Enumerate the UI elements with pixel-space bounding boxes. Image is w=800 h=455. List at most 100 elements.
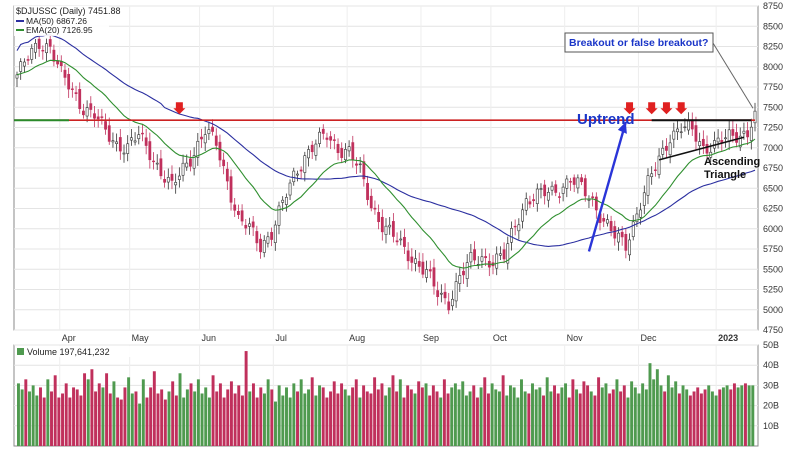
- x-tick-label: Sep: [423, 333, 439, 343]
- candle-body: [366, 182, 369, 200]
- volume-bar: [420, 387, 424, 446]
- volume-bar: [663, 391, 667, 446]
- x-tick-label: Aug: [349, 333, 365, 343]
- price-tick-label: 8500: [763, 21, 783, 31]
- price-tick-label: 8250: [763, 42, 783, 52]
- candle-body: [635, 213, 639, 223]
- volume-bar: [681, 385, 685, 446]
- candle-body: [107, 125, 111, 142]
- candle-body: [572, 177, 576, 185]
- volume-bar: [619, 391, 623, 446]
- candle-body: [129, 137, 133, 141]
- volume-bar: [46, 379, 50, 446]
- volume-bar: [413, 393, 417, 446]
- candle-body: [495, 253, 499, 269]
- callout-box: [564, 32, 714, 53]
- volume-tick-label: 20B: [763, 401, 779, 411]
- candle-body: [118, 137, 122, 152]
- volume-bar: [233, 393, 237, 446]
- volume-tick-label: 10B: [763, 421, 779, 431]
- volume-bar: [428, 395, 432, 446]
- candle-body: [746, 130, 750, 138]
- volume-bar: [303, 393, 307, 446]
- volume-bar: [347, 395, 351, 446]
- candle-body: [738, 135, 742, 148]
- candle-body: [451, 298, 454, 307]
- x-tick-label: Apr: [62, 333, 76, 343]
- volume-bar: [670, 387, 674, 446]
- candle-body: [310, 144, 314, 153]
- volume-bar: [292, 383, 296, 446]
- volume-bar: [163, 399, 167, 446]
- volume-bar: [119, 399, 123, 446]
- volume-bar: [615, 379, 619, 446]
- candle-body: [344, 149, 347, 161]
- volume-bar: [575, 389, 579, 446]
- candle-body: [583, 178, 587, 197]
- candle-body: [683, 126, 687, 129]
- candle-body: [218, 141, 222, 161]
- uptrend-arrow-head: [617, 121, 627, 134]
- volume-bar: [633, 387, 637, 446]
- candle-body: [694, 125, 698, 142]
- legend-ema20: EMA(20) 7126.95: [26, 25, 93, 35]
- price-tick-label: 7750: [763, 82, 783, 92]
- volume-bar: [439, 397, 443, 446]
- volume-bar: [630, 381, 634, 446]
- candle-body: [436, 290, 440, 298]
- candle-body: [735, 132, 738, 143]
- candle-body: [262, 240, 266, 253]
- volume-bar: [365, 391, 369, 446]
- volume-bar: [28, 391, 31, 446]
- volume-bar: [564, 383, 568, 446]
- volume-bar: [351, 387, 355, 446]
- volume-bar: [97, 383, 101, 446]
- volume-bar: [395, 391, 399, 446]
- candle-body: [554, 184, 558, 193]
- volume-bar: [600, 387, 604, 446]
- volume-bar: [509, 385, 512, 446]
- candle-body: [498, 253, 502, 256]
- volume-bar: [542, 395, 545, 446]
- candle-body: [439, 292, 443, 295]
- volume-bar: [494, 389, 498, 446]
- volume-bar: [196, 379, 200, 446]
- volume-bar: [479, 387, 483, 446]
- volume-bar: [149, 387, 153, 446]
- volume-bar: [83, 373, 87, 446]
- candle-body: [237, 211, 240, 215]
- candle-body: [244, 224, 248, 229]
- volume-bar: [597, 377, 601, 446]
- volume-bar: [314, 395, 318, 446]
- candle-body: [115, 141, 119, 144]
- candle-body: [561, 186, 565, 194]
- volume-bar: [666, 375, 670, 446]
- price-tick-label: 8000: [763, 62, 783, 72]
- volume-bar: [226, 389, 230, 446]
- volume-bar: [453, 383, 457, 446]
- candle-body: [222, 159, 226, 167]
- volume-bar: [655, 369, 659, 446]
- volume-bar: [593, 395, 597, 446]
- triangle-label-line2: Triangle: [704, 169, 746, 181]
- candle-body: [469, 252, 473, 263]
- volume-bar: [130, 393, 134, 446]
- candle-body: [676, 128, 679, 133]
- candle-body: [336, 143, 340, 154]
- volume-tick-label: 30B: [763, 380, 779, 390]
- volume-bar: [72, 387, 76, 446]
- candle-body: [646, 175, 650, 196]
- volume-bar: [57, 397, 61, 446]
- volume-bar: [42, 397, 46, 446]
- volume-bar: [362, 385, 366, 446]
- candle-body: [569, 181, 572, 183]
- candle-body: [410, 256, 414, 263]
- volume-bar: [329, 391, 333, 446]
- volume-bar: [707, 385, 711, 446]
- x-tick-label: Jul: [275, 333, 287, 343]
- volume-bar: [229, 381, 233, 446]
- candle-body: [93, 113, 96, 119]
- candle-body: [70, 88, 74, 90]
- volume-bar: [677, 393, 681, 446]
